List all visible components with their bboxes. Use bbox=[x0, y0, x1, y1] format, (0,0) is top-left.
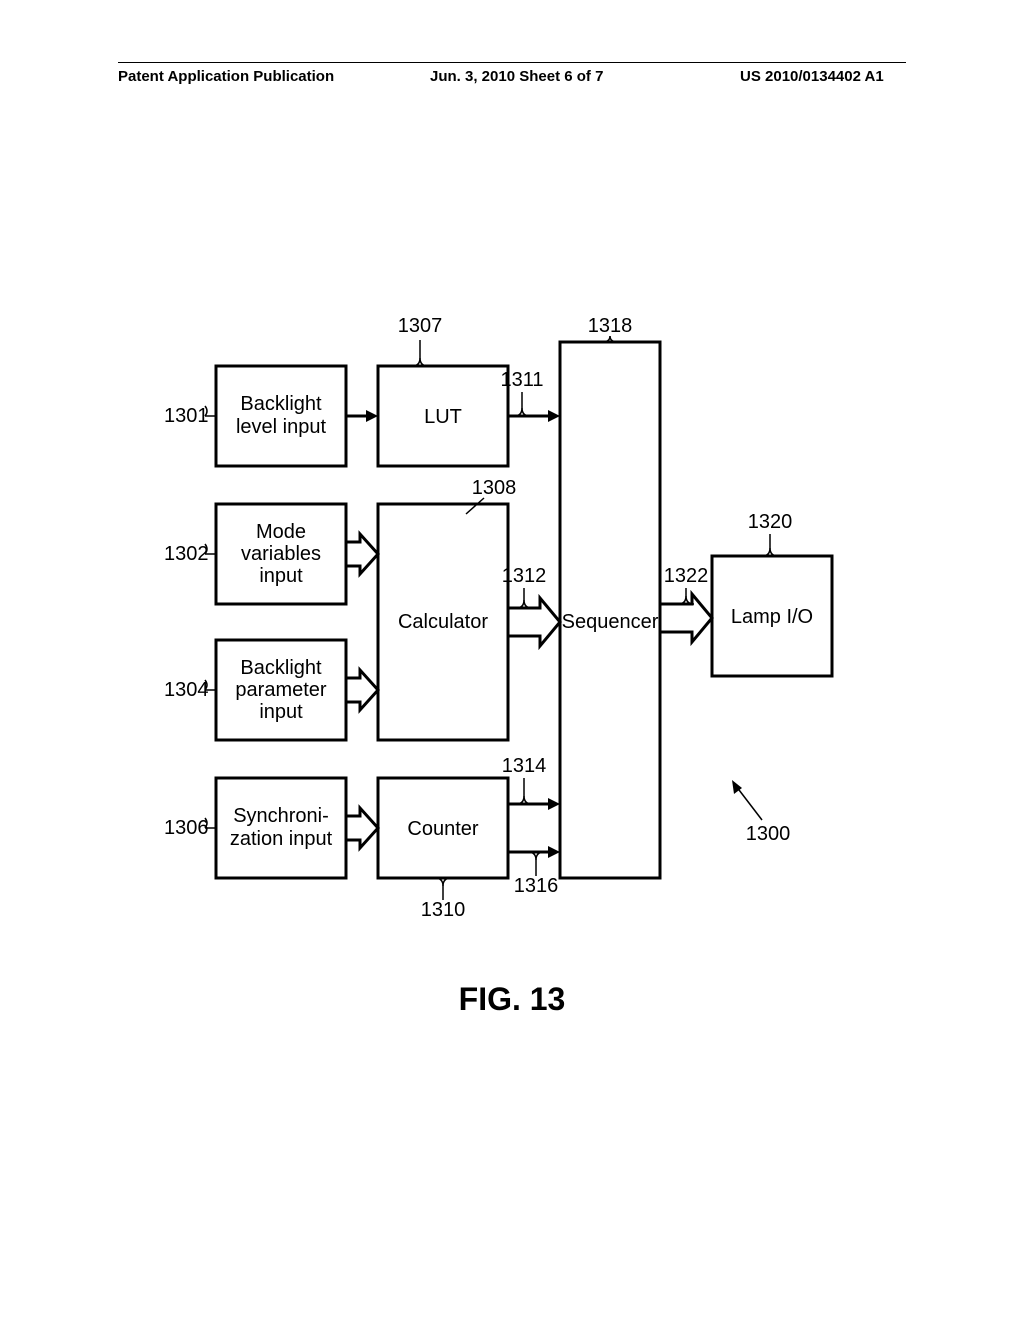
box-sequencer: Sequencer bbox=[560, 342, 660, 878]
box-counter: Counter bbox=[378, 778, 508, 878]
box-lamp-io: Lamp I/O bbox=[712, 556, 832, 676]
label-1322: 1322 bbox=[664, 565, 709, 604]
svg-text:1312: 1312 bbox=[502, 565, 547, 587]
svg-text:LUT: LUT bbox=[424, 406, 462, 428]
block-arrow-1304-to-calc bbox=[346, 670, 378, 710]
svg-text:input: input bbox=[259, 701, 303, 723]
arrow-1301-to-lut bbox=[346, 410, 378, 422]
svg-text:1300: 1300 bbox=[746, 823, 791, 845]
block-arrow-seq-to-lamp bbox=[660, 594, 712, 642]
svg-text:1314: 1314 bbox=[502, 755, 547, 777]
label-1320: 1320 bbox=[748, 511, 793, 556]
svg-text:1322: 1322 bbox=[664, 565, 709, 587]
label-1304: 1304 bbox=[164, 679, 216, 701]
svg-text:1308: 1308 bbox=[472, 477, 517, 499]
figure-title: FIG. 13 bbox=[459, 981, 566, 1017]
svg-text:1318: 1318 bbox=[588, 315, 633, 337]
box-synchronization-input: Synchroni- zation input bbox=[216, 778, 346, 878]
label-1318: 1318 bbox=[588, 315, 633, 342]
box-calculator: Calculator bbox=[378, 504, 508, 740]
label-1316: 1316 bbox=[514, 852, 559, 897]
svg-text:Counter: Counter bbox=[407, 818, 478, 840]
svg-text:1301: 1301 bbox=[164, 405, 209, 427]
box-mode-variables-input: Mode variables input bbox=[216, 504, 346, 604]
svg-text:Backlight: Backlight bbox=[240, 393, 322, 415]
svg-text:Sequencer: Sequencer bbox=[562, 611, 659, 633]
label-1300: 1300 bbox=[732, 780, 790, 845]
block-arrow-calc-to-seq bbox=[508, 598, 560, 646]
arrow-counter-to-seq-2 bbox=[508, 846, 560, 858]
label-1302: 1302 bbox=[164, 543, 216, 565]
svg-text:1316: 1316 bbox=[514, 875, 559, 897]
svg-text:1310: 1310 bbox=[421, 899, 466, 921]
svg-text:1311: 1311 bbox=[500, 369, 543, 391]
label-1306: 1306 bbox=[164, 817, 216, 839]
svg-text:Lamp I/O: Lamp I/O bbox=[731, 606, 813, 628]
svg-text:variables: variables bbox=[241, 543, 321, 565]
svg-text:Mode: Mode bbox=[256, 521, 306, 543]
block-arrow-1306-to-counter bbox=[346, 808, 378, 848]
svg-text:level input: level input bbox=[236, 416, 327, 438]
svg-text:parameter: parameter bbox=[235, 679, 326, 701]
svg-text:1307: 1307 bbox=[398, 315, 443, 337]
box-backlight-parameter-input: Backlight parameter input bbox=[216, 640, 346, 740]
label-1310: 1310 bbox=[421, 878, 466, 921]
svg-text:1304: 1304 bbox=[164, 679, 209, 701]
figure-diagram: Backlight level input Mode variables inp… bbox=[0, 0, 1024, 1320]
arrow-counter-to-seq-1 bbox=[508, 798, 560, 810]
svg-text:Calculator: Calculator bbox=[398, 611, 488, 633]
svg-text:zation input: zation input bbox=[230, 828, 333, 850]
box-lut: LUT bbox=[378, 366, 508, 466]
label-1301: 1301 bbox=[164, 405, 216, 427]
box-backlight-level-input: Backlight level input bbox=[216, 366, 346, 466]
svg-text:1302: 1302 bbox=[164, 543, 209, 565]
svg-text:Backlight: Backlight bbox=[240, 657, 322, 679]
label-1307: 1307 bbox=[398, 315, 443, 366]
svg-text:1306: 1306 bbox=[164, 817, 209, 839]
svg-text:input: input bbox=[259, 565, 303, 587]
svg-text:Synchroni-: Synchroni- bbox=[233, 805, 329, 827]
block-arrow-1302-to-calc bbox=[346, 534, 378, 574]
svg-text:1320: 1320 bbox=[748, 511, 793, 533]
